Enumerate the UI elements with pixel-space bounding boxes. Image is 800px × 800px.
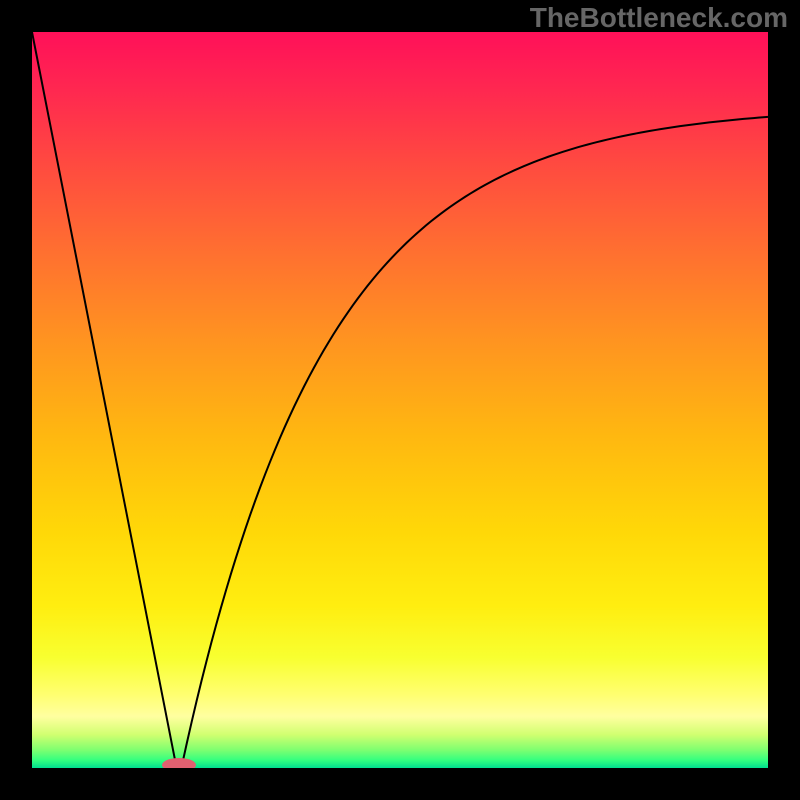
optimum-marker <box>162 758 196 768</box>
watermark-text: TheBottleneck.com <box>530 2 788 34</box>
chart-container: TheBottleneck.com <box>0 0 800 800</box>
plot-area <box>32 32 768 768</box>
curve-overlay <box>32 32 768 768</box>
bottleneck-curve <box>32 32 768 765</box>
